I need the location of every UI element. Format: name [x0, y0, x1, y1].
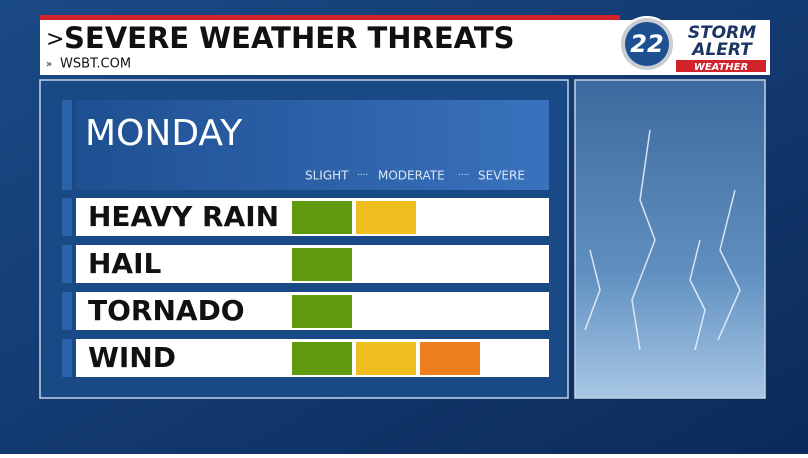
- red-bar: [40, 15, 620, 20]
- logo-line2: ALERT: [690, 40, 753, 60]
- logo-line3: WEATHER: [694, 62, 748, 73]
- side-accent: [62, 100, 72, 190]
- scale-label: SEVERE: [478, 169, 525, 183]
- logo-line1: STORM: [688, 23, 756, 43]
- scale-label: SLIGHT: [305, 169, 349, 183]
- threat-box: [292, 342, 352, 375]
- row-accent: [62, 198, 72, 236]
- logo-number: 22: [630, 30, 663, 58]
- row-accent: [62, 245, 72, 283]
- row-label: HEAVY RAIN: [88, 200, 279, 233]
- threat-box: [292, 295, 352, 328]
- scale-dots: ····: [357, 171, 368, 181]
- storm-image: [574, 79, 766, 399]
- scale-label: MODERATE: [378, 169, 445, 183]
- logo-band: [676, 60, 766, 72]
- logo-inner: [625, 22, 669, 66]
- source: WSBT.COM: [60, 57, 131, 72]
- row-label: WIND: [88, 341, 176, 374]
- row-accent: [62, 339, 72, 377]
- chevron-small: »: [46, 59, 52, 70]
- threat-box: [356, 201, 416, 234]
- day: MONDAY: [85, 113, 243, 154]
- threat-box: [356, 342, 416, 375]
- row-label: HAIL: [88, 247, 162, 280]
- row-accent: [62, 292, 72, 330]
- scale-dots: ····: [458, 171, 469, 181]
- lightning: [584, 129, 741, 351]
- threat-box: [420, 342, 480, 375]
- row-label: TORNADO: [88, 294, 245, 327]
- title: SEVERE WEATHER THREATS: [64, 21, 515, 55]
- threat-box: [292, 201, 352, 234]
- threat-box: [292, 248, 352, 281]
- chevron: >: [46, 27, 64, 52]
- day-box: [76, 100, 549, 190]
